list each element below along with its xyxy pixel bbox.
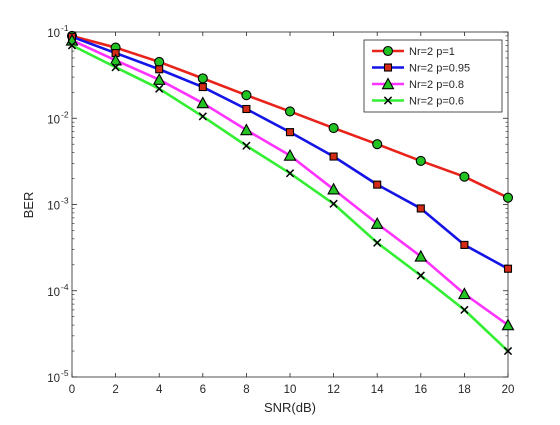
data-point xyxy=(154,56,165,67)
x-tick-label: 12 xyxy=(327,384,340,396)
y-tick-exponent: -5 xyxy=(61,368,69,378)
marker-stroke xyxy=(373,238,382,247)
x-tick-label: 4 xyxy=(156,384,163,396)
y-tick-exponent: -3 xyxy=(61,196,69,206)
data-point xyxy=(285,128,295,137)
data-point xyxy=(415,155,426,166)
x-tick-label: 2 xyxy=(112,384,118,396)
x-tick-label: 18 xyxy=(458,384,471,396)
data-point xyxy=(503,264,513,273)
legend-marker xyxy=(383,96,393,105)
marker-stroke xyxy=(460,305,469,315)
data-point xyxy=(327,182,341,195)
y-tick-label: 10 xyxy=(47,287,60,299)
y-axis-label: BER xyxy=(21,192,36,219)
legend-marker xyxy=(381,77,395,90)
data-point xyxy=(416,271,425,280)
legend-marker xyxy=(382,45,394,57)
marker-stroke xyxy=(111,63,120,72)
data-point xyxy=(109,53,123,66)
data-point xyxy=(370,216,384,229)
data-point xyxy=(239,123,253,136)
y-tick-exponent: -4 xyxy=(61,282,69,292)
data-point xyxy=(373,238,382,247)
x-tick-label: 8 xyxy=(243,384,249,396)
x-axis-label: SNR(dB) xyxy=(264,400,316,415)
data-point xyxy=(242,104,251,114)
data-point xyxy=(459,171,470,182)
data-point xyxy=(503,346,513,356)
legend-entry: Nr=2 p=0.8 xyxy=(372,77,464,91)
marker-stroke xyxy=(503,346,513,356)
data-point xyxy=(198,83,207,92)
data-point xyxy=(329,199,338,208)
y-tick-label: 10 xyxy=(47,114,60,126)
legend-marker xyxy=(383,63,393,72)
x-tick-label: 10 xyxy=(284,384,297,396)
marker-stroke xyxy=(67,41,77,50)
marker-stroke xyxy=(242,141,251,150)
data-point xyxy=(155,84,164,93)
data-point xyxy=(67,41,77,50)
data-point xyxy=(197,73,208,84)
x-tick-label: 14 xyxy=(371,384,384,396)
data-point xyxy=(457,287,471,300)
legend: Nr=2 p=1 Nr=2 p=0.95 Nr=2 p=0.8 Nr=2 p=0.6 xyxy=(363,39,503,113)
data-point xyxy=(501,318,515,331)
legend-label: Nr=2 p=0.95 xyxy=(409,63,470,75)
marker-stroke xyxy=(285,169,295,178)
series-group xyxy=(65,30,515,356)
data-point xyxy=(241,90,252,101)
marker-stroke xyxy=(383,96,393,105)
data-point xyxy=(502,192,514,203)
legend-label: Nr=2 p=1 xyxy=(409,46,455,58)
y-tick-exponent: -2 xyxy=(61,109,69,119)
y-tick-label: 10 xyxy=(47,201,60,213)
data-point xyxy=(196,96,210,109)
legend-entry: Nr=2 p=1 xyxy=(372,45,455,58)
data-point xyxy=(152,73,166,85)
data-point xyxy=(111,63,120,72)
x-tick-label: 16 xyxy=(414,384,427,396)
series-4 xyxy=(67,41,513,356)
y-tick-label: 10 xyxy=(47,28,60,40)
legend-label: Nr=2 p=0.8 xyxy=(409,79,464,91)
data-point xyxy=(372,139,383,150)
data-point xyxy=(416,204,425,213)
data-point xyxy=(283,148,297,161)
data-point xyxy=(328,122,339,134)
legend-entry: Nr=2 p=0.6 xyxy=(372,96,464,108)
y-tick-exponent: -1 xyxy=(61,23,69,33)
marker-stroke xyxy=(416,271,425,280)
data-point xyxy=(242,141,251,150)
y-tick-label: 10 xyxy=(47,373,60,385)
marker-stroke xyxy=(198,112,207,121)
data-point xyxy=(285,169,295,178)
data-point xyxy=(284,106,296,117)
marker-stroke xyxy=(155,84,164,93)
x-tick-label: 0 xyxy=(69,384,75,396)
data-point xyxy=(329,152,338,161)
x-tick-label: 6 xyxy=(200,384,206,396)
marker-stroke xyxy=(329,199,338,208)
legend-label: Nr=2 p=0.6 xyxy=(409,96,464,108)
data-point xyxy=(460,305,469,315)
data-point xyxy=(460,240,469,249)
x-tick-label: 20 xyxy=(502,384,515,396)
legend-entry: Nr=2 p=0.95 xyxy=(372,63,470,75)
data-point xyxy=(198,112,207,121)
data-point xyxy=(373,180,382,189)
data-point xyxy=(155,65,164,74)
series-2 xyxy=(67,32,513,273)
data-point xyxy=(414,249,428,262)
